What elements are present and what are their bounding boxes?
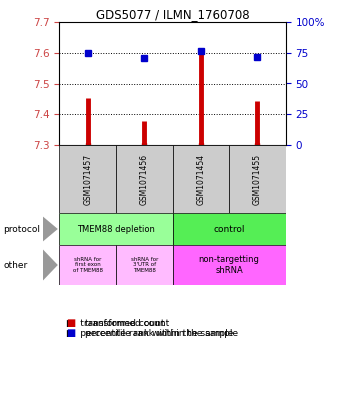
Text: ■: ■ <box>66 318 75 328</box>
Text: protocol: protocol <box>3 224 40 233</box>
Bar <box>173 245 286 285</box>
Bar <box>173 145 229 213</box>
Polygon shape <box>42 216 58 242</box>
Text: ■: ■ <box>66 328 75 338</box>
Text: TMEM88 depletion: TMEM88 depletion <box>77 224 155 233</box>
Text: transformed count: transformed count <box>85 319 169 328</box>
Text: GSM1071455: GSM1071455 <box>253 153 262 205</box>
Bar <box>173 213 286 245</box>
Text: shRNA for
first exon
of TMEM88: shRNA for first exon of TMEM88 <box>73 257 103 273</box>
Text: GSM1071454: GSM1071454 <box>196 153 205 205</box>
Polygon shape <box>42 249 58 281</box>
Text: ■  percentile rank within the sample: ■ percentile rank within the sample <box>66 329 234 338</box>
Bar <box>116 245 173 285</box>
Text: GSM1071457: GSM1071457 <box>83 153 92 205</box>
Text: GSM1071456: GSM1071456 <box>140 153 149 205</box>
Text: control: control <box>213 224 245 233</box>
Bar <box>116 145 173 213</box>
Bar <box>59 245 116 285</box>
Text: percentile rank within the sample: percentile rank within the sample <box>85 329 238 338</box>
Text: ■  transformed count: ■ transformed count <box>66 319 165 328</box>
Text: non-targetting
shRNA: non-targetting shRNA <box>199 255 259 275</box>
Bar <box>59 213 173 245</box>
Bar <box>59 145 116 213</box>
Title: GDS5077 / ILMN_1760708: GDS5077 / ILMN_1760708 <box>96 8 249 21</box>
Text: shRNA for
3'UTR of
TMEM88: shRNA for 3'UTR of TMEM88 <box>131 257 158 273</box>
Text: other: other <box>3 261 28 270</box>
Bar <box>229 145 286 213</box>
